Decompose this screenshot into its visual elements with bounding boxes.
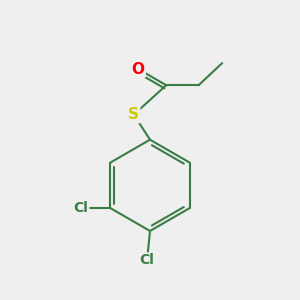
Text: O: O	[132, 61, 145, 76]
Text: S: S	[128, 107, 139, 122]
Text: Cl: Cl	[74, 201, 88, 215]
Text: Cl: Cl	[140, 254, 154, 267]
